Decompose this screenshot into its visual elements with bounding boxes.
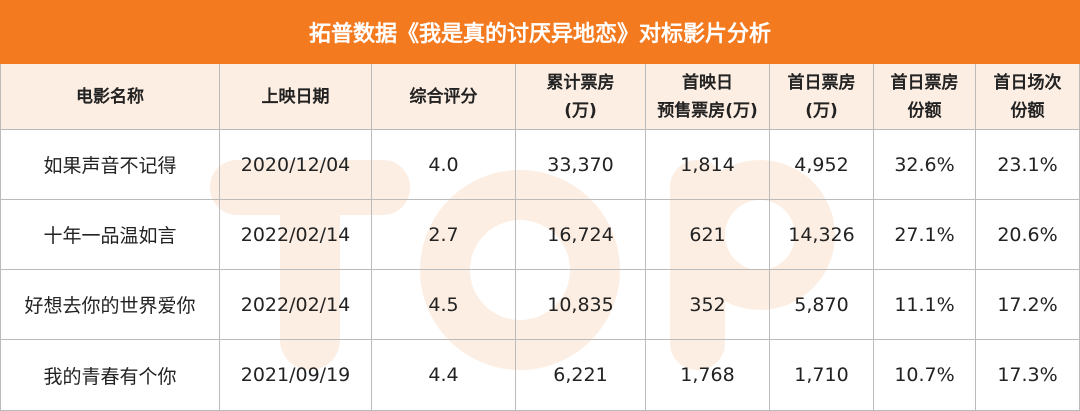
table-cell: 23.1%	[976, 130, 1080, 200]
table-cell: 17.3%	[976, 340, 1080, 411]
table-cell: 17.2%	[976, 270, 1080, 340]
table-cell: 32.6%	[874, 130, 976, 200]
title-bar: 拓普数据《我是真的讨厌异地恋》对标影片分析	[0, 0, 1080, 64]
column-header: 首日票房 份额	[874, 64, 976, 130]
table-cell: 4.0	[372, 130, 516, 200]
table-cell: 我的青春有个你	[0, 340, 220, 411]
table-cell: 1,768	[646, 340, 770, 411]
column-header: 累计票房 (万)	[516, 64, 646, 130]
column-header: 综合评分	[372, 64, 516, 130]
table-cell: 10,835	[516, 270, 646, 340]
table-cell: 2022/02/14	[220, 270, 372, 340]
watermark	[210, 160, 835, 370]
table-cell: 16,724	[516, 200, 646, 270]
table-cell: 2020/12/04	[220, 130, 372, 200]
table-cell: 5,870	[770, 270, 874, 340]
table-cell: 2022/02/14	[220, 200, 372, 270]
table: 电影名称 上映日期 综合评分 累计票房 (万) 首映日 预售票房(万) 首日票房 (万) 首…	[0, 64, 1080, 411]
table-cell: 4,952	[770, 130, 874, 200]
column-header: 首日场次 份额	[976, 64, 1080, 130]
table-cell: 10.7%	[874, 340, 976, 411]
table-cell: 11.1%	[874, 270, 976, 340]
table-cell: 2.7	[372, 200, 516, 270]
table-cell: 4.5	[372, 270, 516, 340]
table-cell: 14,326	[770, 200, 874, 270]
table-cell: 621	[646, 200, 770, 270]
table-cell: 好想去你的世界爱你	[0, 270, 220, 340]
table-cell: 27.1%	[874, 200, 976, 270]
table-cell: 352	[646, 270, 770, 340]
table-cell: 十年一品温如言	[0, 200, 220, 270]
column-header: 首映日 预售票房(万)	[646, 64, 770, 130]
table-cell: 1,710	[770, 340, 874, 411]
table-cell: 2021/09/19	[220, 340, 372, 411]
table-cell: 33,370	[516, 130, 646, 200]
table-cell: 6,221	[516, 340, 646, 411]
table-cell: 20.6%	[976, 200, 1080, 270]
table-cell: 1,814	[646, 130, 770, 200]
column-header: 上映日期	[220, 64, 372, 130]
column-header: 电影名称	[0, 64, 220, 130]
column-header: 首日票房 (万)	[770, 64, 874, 130]
table-cell: 4.4	[372, 340, 516, 411]
table-cell: 如果声音不记得	[0, 130, 220, 200]
